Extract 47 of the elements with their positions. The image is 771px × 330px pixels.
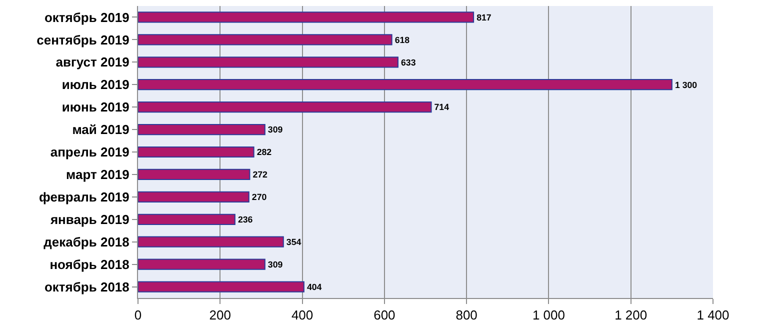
- data-label: 309: [268, 259, 283, 270]
- y-tick-label: август 2019: [56, 54, 130, 70]
- y-tick-label: сентябрь 2019: [36, 32, 130, 48]
- bar: [138, 168, 250, 180]
- y-tick-label: июль 2019: [62, 77, 130, 92]
- data-label: 309: [268, 124, 283, 135]
- data-label: 236: [238, 214, 253, 225]
- y-tick-label: ноябрь 2018: [50, 256, 130, 272]
- x-tick-label: 1 200: [614, 308, 648, 323]
- bar: [138, 236, 284, 248]
- bar: [138, 124, 266, 136]
- y-tick-label: май 2019: [72, 122, 130, 138]
- data-label: 714: [434, 102, 450, 112]
- bar: [138, 281, 304, 292]
- x-tick-label: 200: [209, 308, 231, 323]
- y-tick-label: октябрь 2018: [44, 279, 130, 294]
- y-tick-label: декабрь 2018: [44, 234, 130, 250]
- data-label: 282: [256, 147, 272, 158]
- bar: [138, 191, 250, 202]
- y-tick-label: февраль 2019: [39, 189, 130, 204]
- data-label: 354: [286, 237, 302, 248]
- data-label: 618: [394, 34, 410, 45]
- x-tick-label: 0: [134, 308, 142, 323]
- x-tick-label: 600: [374, 308, 396, 323]
- data-label: 817: [476, 12, 492, 22]
- x-tick-label: 1 000: [532, 308, 565, 323]
- bar: [138, 214, 236, 225]
- y-tick-label: апрель 2019: [50, 144, 130, 160]
- bar: [138, 258, 266, 270]
- x-tick-label: 400: [291, 308, 314, 323]
- x-tick-label: 1 400: [696, 308, 730, 323]
- data-label: 633: [400, 57, 416, 68]
- y-tick-label: январь 2019: [50, 212, 130, 227]
- bar: [138, 56, 398, 68]
- bar: [138, 34, 392, 46]
- x-tick-label: 800: [456, 308, 478, 323]
- y-tick-label: март 2019: [66, 167, 130, 182]
- data-label: 270: [252, 192, 267, 202]
- data-label: 404: [306, 282, 322, 292]
- bar: [138, 146, 254, 158]
- bar: [138, 79, 672, 90]
- bar: [138, 12, 474, 23]
- bar: [138, 102, 432, 113]
- data-label: 272: [252, 170, 268, 180]
- y-tick-label: октябрь 2019: [44, 10, 130, 25]
- y-tick-label: июнь 2019: [62, 100, 130, 115]
- data-label: 1 300: [674, 80, 698, 90]
